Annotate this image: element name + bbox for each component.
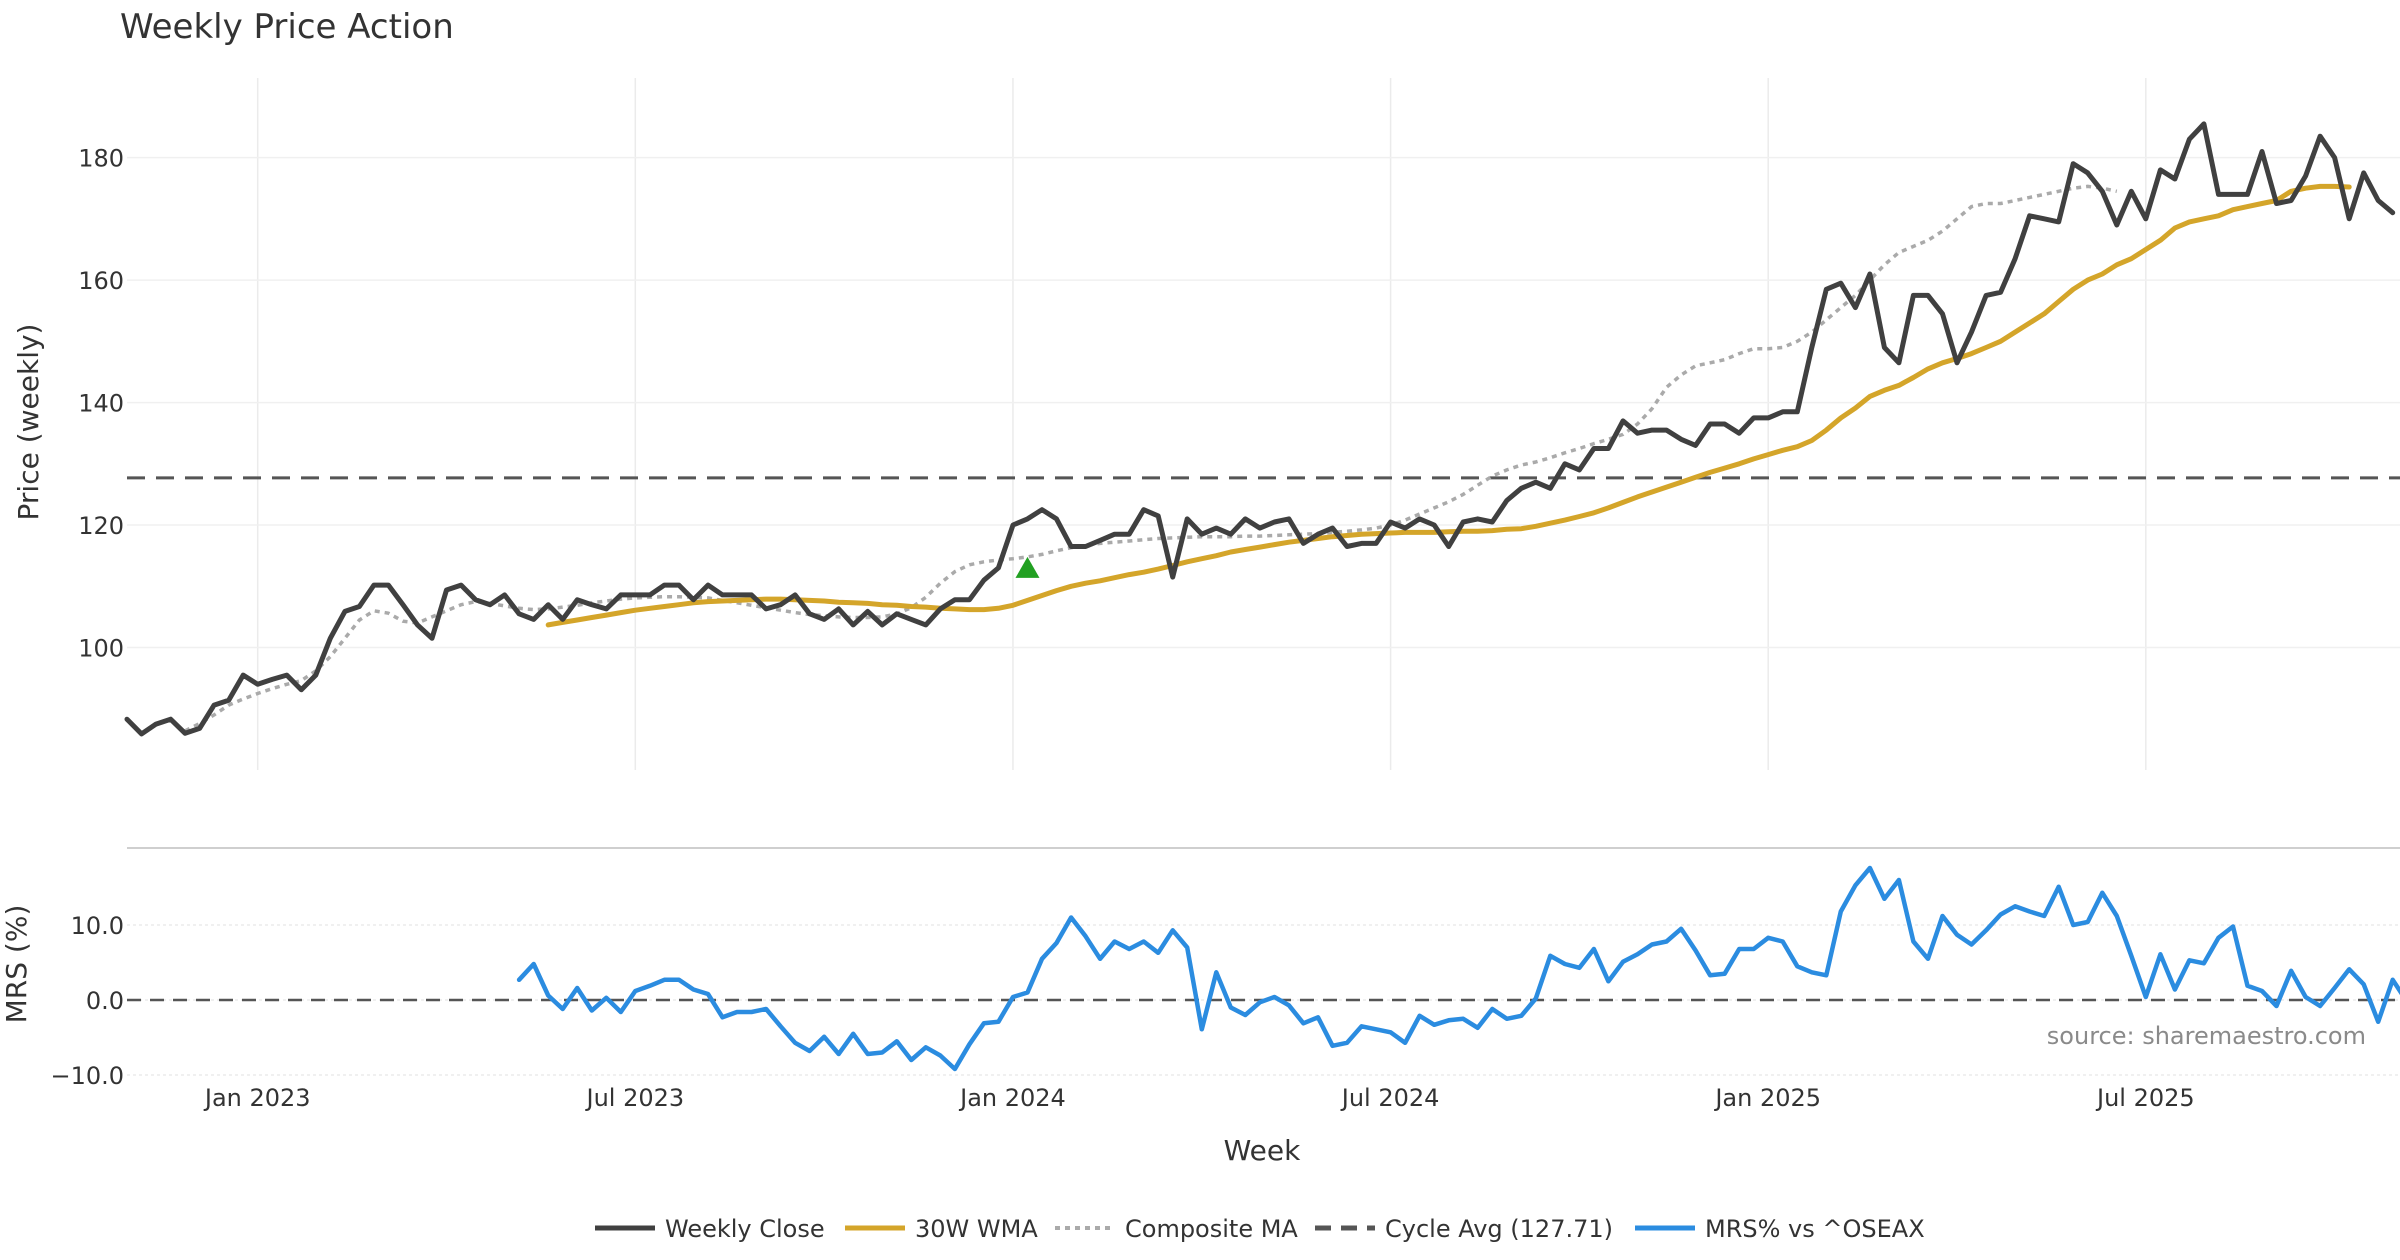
- series-30w-wma: [545, 183, 2352, 628]
- mrs-y-tick-10: 10.0: [71, 912, 124, 940]
- buy-signal-triangle: [1015, 556, 1040, 578]
- legend-label-mrs-vs-oseax: MRS% vs ^OSEAX: [1705, 1215, 1925, 1243]
- price-y-tick-160: 160: [78, 267, 124, 295]
- price-y-tick-120: 120: [78, 512, 124, 540]
- series-weekly-close: [124, 121, 2396, 737]
- x-axis-label: Week: [1224, 1134, 1301, 1167]
- x-tick-jan-2025: Jan 2025: [1713, 1084, 1821, 1112]
- mrs-series-lines: [516, 865, 2400, 1072]
- x-tick-jan-2023: Jan 2023: [203, 1084, 311, 1112]
- legend-item-weekly-close: Weekly Close: [595, 1215, 825, 1243]
- mrs-y-tick-10: −10.0: [50, 1062, 124, 1090]
- legend-label-weekly-close: Weekly Close: [665, 1215, 825, 1243]
- mrs-y-axis-label: MRS (%): [0, 905, 33, 1024]
- price-y-tick-140: 140: [78, 390, 124, 418]
- series-composite-ma: [184, 184, 2118, 733]
- legend-item-30w-wma: 30W WMA: [845, 1215, 1038, 1243]
- price-y-axis-label: Price (weekly): [12, 324, 45, 521]
- mrs-y-tick-labels: −10.0 0.0 10.0: [50, 912, 124, 1090]
- source-note: source: sharemaestro.com: [2047, 1022, 2366, 1050]
- price-gridlines: [127, 78, 2400, 770]
- chart-title: Weekly Price Action: [120, 7, 454, 47]
- legend-item-mrs-vs-oseax: MRS% vs ^OSEAX: [1635, 1215, 1925, 1243]
- legend: Weekly Close 30W WMA Composite MA Cycle Avg…: [595, 1215, 1925, 1243]
- x-tick-jul-2025: Jul 2025: [2095, 1084, 2195, 1112]
- price-series-lines: [124, 121, 2396, 737]
- legend-label-cycle-avg-127-71: Cycle Avg (127.71): [1385, 1215, 1613, 1243]
- series-mrs-vs-oseax: [516, 865, 2400, 1072]
- x-tick-jan-2024: Jan 2024: [958, 1084, 1066, 1112]
- x-tick-jul-2023: Jul 2023: [585, 1084, 685, 1112]
- x-tick-labels: Jan 2023 Jul 2023 Jan 2024 Jul 2024 Jan 2025…: [203, 1084, 2195, 1112]
- legend-item-cycle-avg-127-71: Cycle Avg (127.71): [1315, 1215, 1613, 1243]
- legend-label-30w-wma: 30W WMA: [915, 1215, 1038, 1243]
- price-y-tick-labels: 100 120 140 160 180: [78, 145, 124, 663]
- mrs-y-tick-0: 0.0: [86, 987, 124, 1015]
- price-y-tick-180: 180: [78, 145, 124, 173]
- legend-label-composite-ma: Composite MA: [1125, 1215, 1298, 1243]
- legend-item-composite-ma: Composite MA: [1055, 1215, 1298, 1243]
- price-y-tick-100: 100: [78, 635, 124, 663]
- x-tick-jul-2024: Jul 2024: [1340, 1084, 1440, 1112]
